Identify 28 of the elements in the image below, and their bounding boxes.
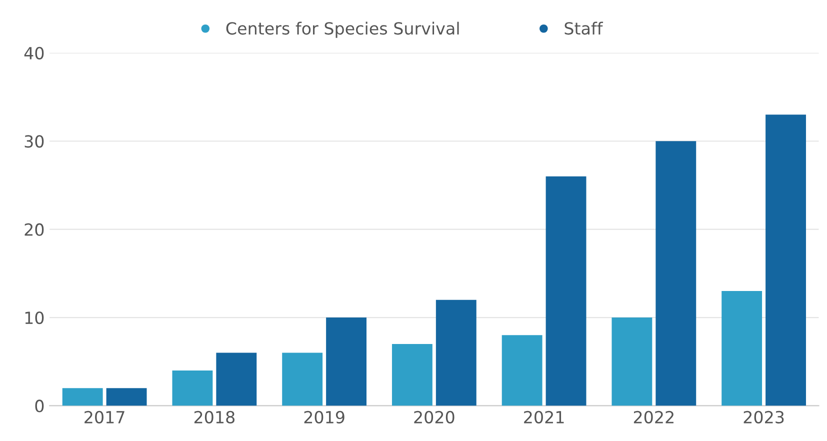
x-tick-label: 2021 [524,410,564,424]
bar [392,344,432,406]
y-tick-label: 30 [24,135,44,148]
bar [722,291,762,406]
y-tick-label: 10 [25,311,44,324]
bar [106,388,147,406]
legend-label: Staff [564,22,604,35]
bar [282,352,323,406]
x-tick-label: 2017 [84,410,124,424]
bar [216,352,257,406]
x-tick-label: 2020 [414,410,454,424]
bar [436,300,476,406]
bar [502,335,542,406]
y-tick-label: 0 [35,400,44,412]
bar [546,176,586,406]
bar [326,318,366,406]
bar [62,388,103,406]
bar [612,318,652,406]
y-tick-label: 40 [24,46,44,60]
x-tick-label: 2022 [634,410,674,424]
x-tick-label: 2023 [744,410,784,424]
legend-label: Centers for Species Survival [226,22,459,38]
y-tick-label: 20 [24,223,44,236]
x-tick-label: 2019 [304,410,344,424]
bar [656,141,696,406]
x-tick-label: 2018 [194,410,234,424]
bar [766,114,806,406]
bar [172,370,213,406]
